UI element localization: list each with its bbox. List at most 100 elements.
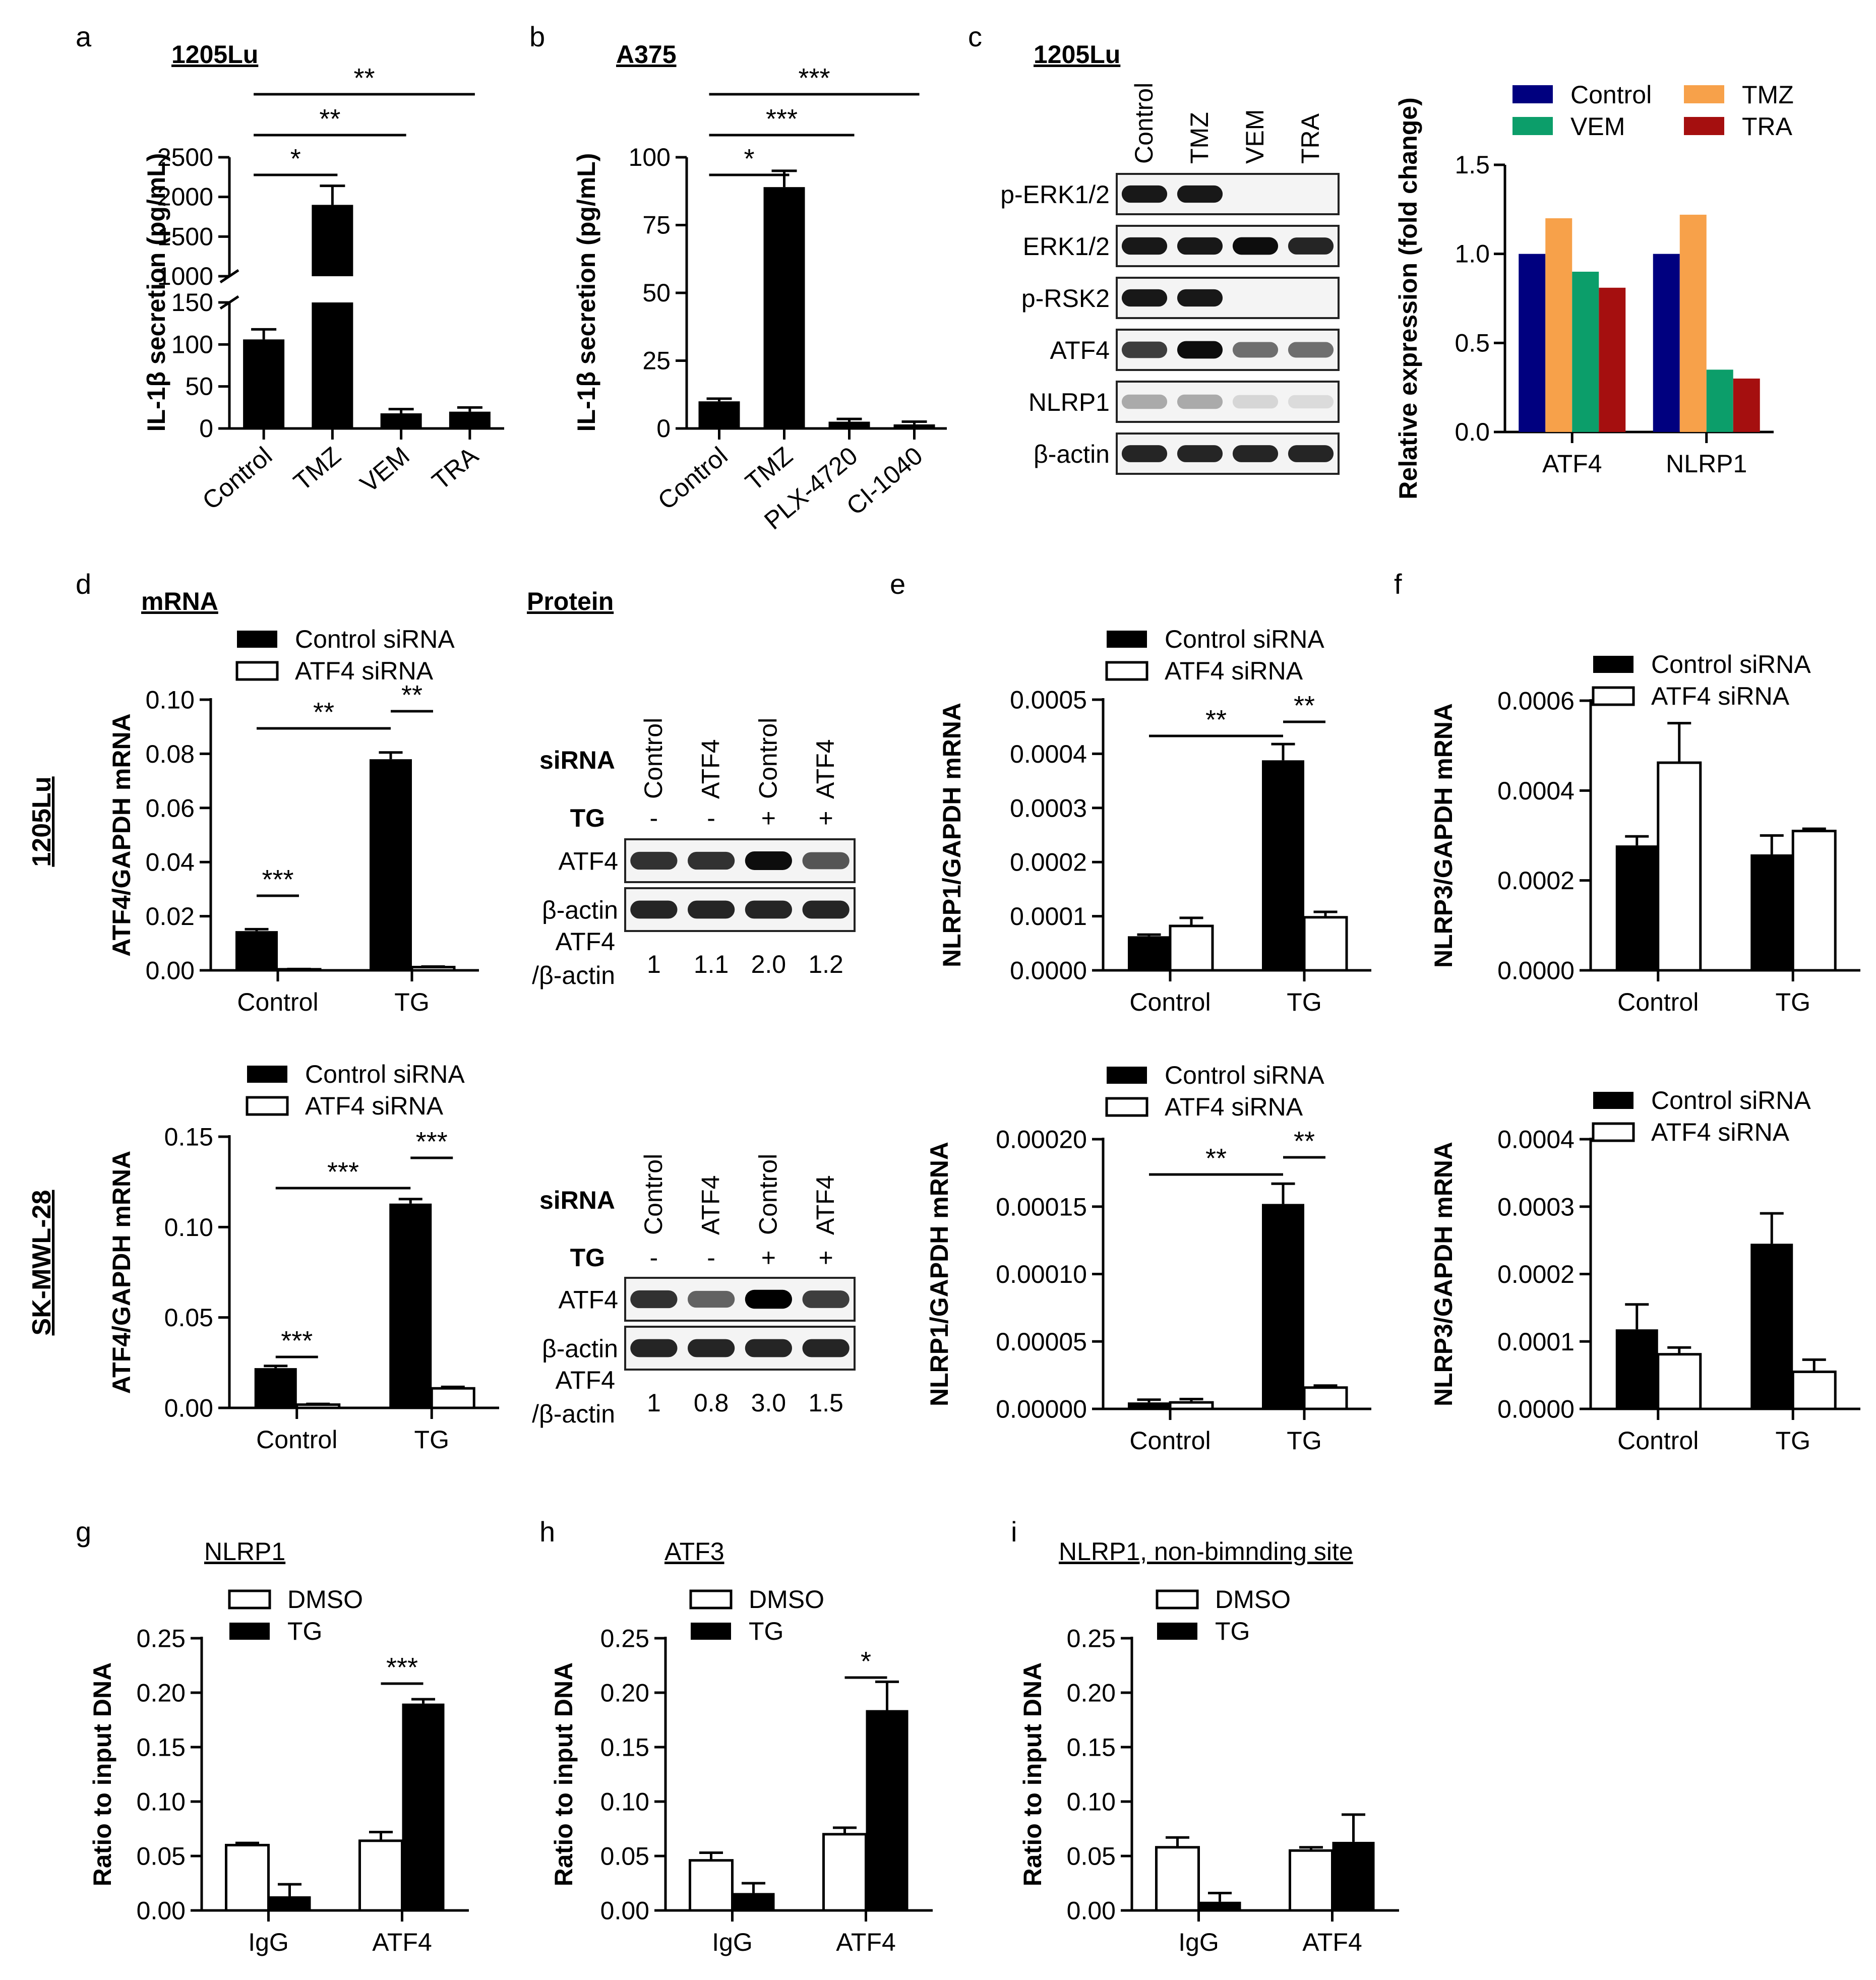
blot-row-label: ATF4	[558, 847, 618, 876]
significance-stars: ***	[262, 864, 293, 895]
legend-swatch	[1512, 117, 1553, 135]
y-tick-label: 50	[185, 373, 213, 401]
bar-atf4-sirna	[1791, 1370, 1837, 1410]
y-tick-label: 0.02	[146, 902, 195, 931]
protein-band	[687, 900, 735, 919]
y-tick-label: 0.15	[600, 1734, 649, 1762]
blot-row-label: β-actin	[1034, 440, 1110, 468]
chart-title: 1205Lu	[1034, 40, 1120, 69]
protein-band	[630, 900, 678, 919]
lane-label: Control	[1130, 83, 1158, 164]
legend-swatch	[1593, 656, 1633, 673]
legend-swatch	[1592, 1122, 1635, 1142]
bar-dmso	[225, 1843, 270, 1912]
protein-band	[1288, 395, 1334, 409]
bar-atf4-sirna	[1169, 1401, 1214, 1410]
legend-label: Control siRNA	[1651, 1086, 1811, 1115]
lane-label: TRA	[1296, 113, 1324, 164]
ratio-label: ATF4	[555, 1366, 615, 1394]
y-tick-label: 0.00000	[996, 1395, 1087, 1424]
y-tick-label: 0.15	[137, 1734, 186, 1762]
y-tick-label: 0.0000	[1010, 957, 1087, 985]
bar-tra	[1599, 287, 1626, 432]
tg-label: TG	[570, 1244, 605, 1272]
western-blot-c_blot: Control TMZ VEM TRA p-ERK1/2 ERK1/2 p-RSK2 ATF4…	[1000, 83, 1340, 475]
bar-dmso	[358, 1839, 403, 1912]
protein-band	[1177, 341, 1223, 359]
ratio-value: 0.8	[694, 1389, 729, 1417]
bar-tg	[732, 1893, 775, 1910]
lane-label: Control	[754, 1154, 782, 1235]
legend-label: TG	[749, 1617, 783, 1645]
y-tick-label: 0.10	[146, 686, 195, 714]
sirna-label: siRNA	[539, 746, 615, 774]
tg-treatment-sign: -	[650, 804, 658, 832]
bar-atf4-sirna	[1169, 924, 1214, 972]
chart-subtitle: mRNA	[141, 587, 218, 615]
significance-stars: ***	[766, 104, 798, 134]
x-tick-label: ATF4	[836, 1928, 896, 1956]
legend-swatch	[1157, 1623, 1197, 1640]
y-tick-label: 0.20	[600, 1679, 649, 1707]
y-tick-label: 0.0001	[1010, 902, 1087, 931]
legend-swatch	[1107, 1067, 1147, 1084]
chart-subtitle: Protein	[527, 587, 614, 615]
y-tick-label: 100	[629, 143, 671, 171]
y-tick-label: 0.00005	[996, 1328, 1087, 1356]
y-tick-label: 0.00010	[996, 1260, 1087, 1288]
x-tick-label: TG	[1287, 988, 1321, 1016]
bar-control-sirna	[254, 1368, 297, 1408]
bar-dmso	[822, 1833, 867, 1912]
x-tick-label: Control	[197, 442, 277, 516]
bar-atf4-sirna	[1657, 761, 1702, 972]
chart-e2: 0.00000 0.00005 0.00010 0.00015 0.00020 Contr…	[925, 1061, 1371, 1455]
protein-band	[802, 1290, 850, 1308]
blot-strip	[1116, 381, 1340, 423]
significance-stars: ***	[416, 1127, 448, 1157]
bar-control-sirna	[1128, 936, 1170, 970]
bar-control	[1653, 254, 1680, 432]
y-tick-label: 150	[171, 288, 213, 317]
legend-swatch	[1684, 85, 1724, 103]
panel-letter-g: g	[76, 1516, 91, 1548]
protein-band	[745, 1289, 793, 1309]
legend-swatch	[247, 1066, 287, 1083]
panel-letter-f1: f	[1394, 568, 1402, 600]
x-tick-label: IgG	[1178, 1928, 1219, 1956]
ratio-label: /β-actin	[532, 1400, 615, 1428]
protein-band	[1121, 237, 1168, 255]
legend-swatch	[1107, 631, 1147, 648]
chart-e1: 0.0000 0.0001 0.0002 0.0003 0.0004 0.0005 Cont…	[938, 625, 1371, 1016]
x-tick-label: ATF4	[372, 1928, 432, 1956]
bar-control	[1519, 254, 1546, 432]
y-axis-label: NLRP1/GAPDH mRNA	[925, 1142, 953, 1406]
legend-swatch	[1593, 1092, 1633, 1109]
y-tick-label: 50	[642, 279, 671, 307]
ratio-label: /β-actin	[532, 961, 615, 989]
lane-label: VEM	[1241, 109, 1269, 164]
legend-label: Control siRNA	[1651, 650, 1811, 678]
bar-dmso	[689, 1859, 734, 1912]
y-tick-label: 0.0004	[1497, 1126, 1575, 1154]
western-blot-d2_blot: Control ATF4 Control ATF4 siRNA TG - - + + ATF4 β-a…	[532, 1154, 856, 1428]
y-axis-label: Relative expression (fold change)	[1394, 97, 1422, 499]
x-tick-label: TMZ	[288, 442, 346, 497]
bar-tra	[1733, 379, 1760, 432]
y-tick-label: 0.0	[1455, 418, 1490, 446]
bar-atf4-sirna	[1791, 830, 1837, 972]
legend-label: ATF4 siRNA	[1651, 1118, 1790, 1146]
chart-h: 0.00 0.05 0.10 0.15 0.20 0.25 IgG ATF4 Ratio to …	[550, 1585, 933, 1956]
bar-atf4-sirna	[1657, 1353, 1702, 1410]
ratio-value: 3.0	[751, 1389, 786, 1417]
legend-label: TG	[287, 1617, 322, 1645]
x-tick-label: TG	[414, 1426, 449, 1454]
tg-label: TG	[570, 804, 605, 832]
protein-band	[745, 900, 793, 919]
legend-label: DMSO	[1215, 1585, 1291, 1614]
bar-control-sirna	[1750, 1244, 1793, 1409]
bar-tmz	[1679, 214, 1707, 432]
x-tick-label: ATF4	[1302, 1928, 1362, 1956]
lane-label: ATF4	[697, 739, 725, 799]
legend-label: TMZ	[1742, 81, 1794, 109]
